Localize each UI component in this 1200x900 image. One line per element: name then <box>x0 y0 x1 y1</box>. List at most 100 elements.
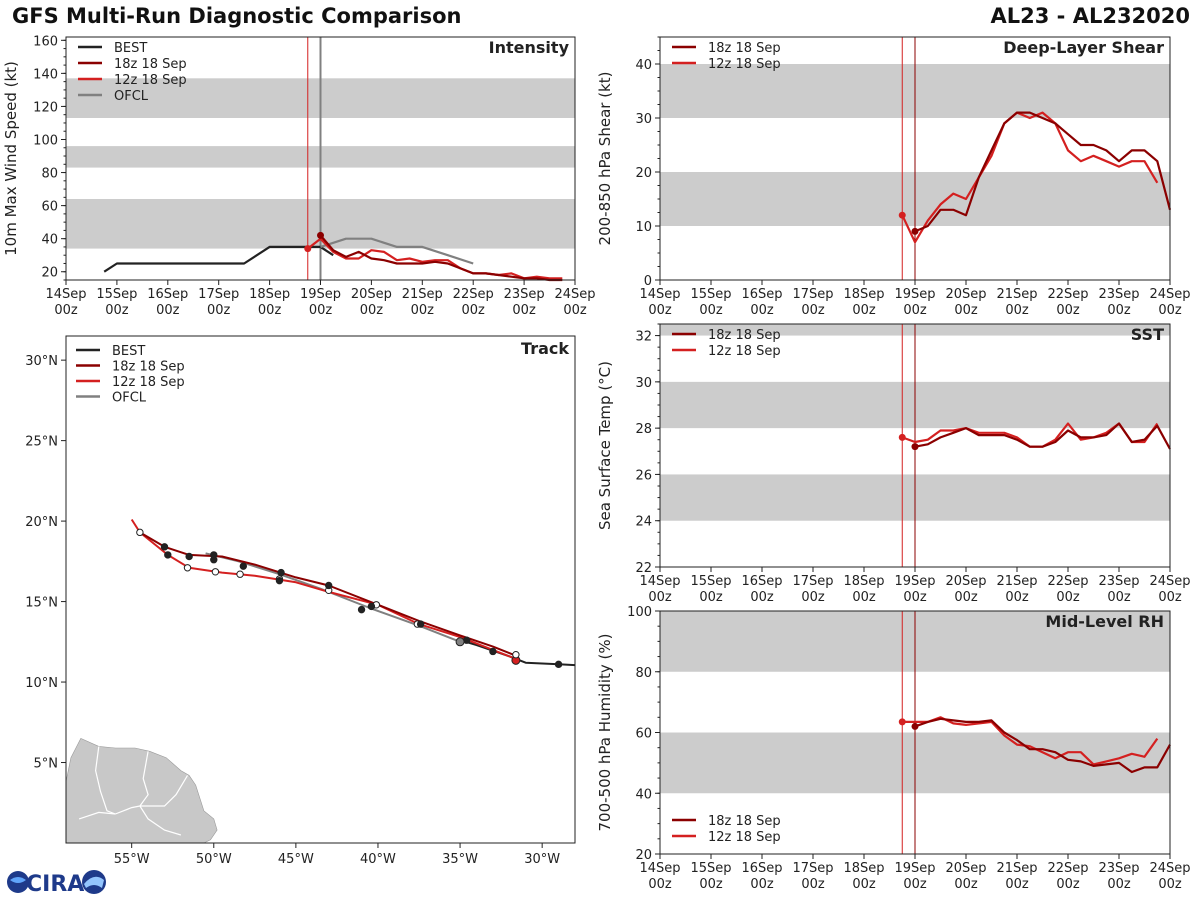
y-tick-label: 140 <box>33 67 58 82</box>
panel-title: Mid-Level RH <box>1045 612 1164 631</box>
x-tick-hour: 00z <box>1005 303 1029 318</box>
track-position-marker <box>183 564 192 572</box>
x-tick-hour: 00z <box>1158 303 1182 318</box>
x-tick-hour: 00z <box>207 303 231 318</box>
x-tick-day: 21Sep <box>402 287 443 302</box>
legend-label: 18z 18 Sep <box>708 41 781 56</box>
x-tick-day: 18Sep <box>843 861 884 876</box>
x-tick-hour: 00z <box>750 590 774 605</box>
series-start-marker <box>898 211 906 219</box>
track-position-marker <box>236 570 244 578</box>
track-position-marker <box>512 650 520 659</box>
x-tick-hour: 00z <box>903 590 927 605</box>
x-tick-hour: 00z <box>54 303 78 318</box>
track-position-marker <box>210 556 218 564</box>
x-tick-hour: 00z <box>105 303 129 318</box>
x-tick-day: 16Sep <box>741 574 782 589</box>
x-tick-day: 18Sep <box>249 287 290 302</box>
series-start-marker <box>911 722 919 730</box>
y-tick-label: 20 <box>635 848 652 863</box>
x-tick-day: 24Sep <box>1149 861 1190 876</box>
x-tick-day: 18Sep <box>843 574 884 589</box>
x-tick-label: 35°W <box>442 852 478 867</box>
x-tick-day: 14Sep <box>639 861 680 876</box>
x-tick-hour: 00z <box>1158 590 1182 605</box>
series-line-run12 <box>901 111 1159 244</box>
x-tick-hour: 00z <box>852 877 876 892</box>
legend-label: 12z 18 Sep <box>114 73 187 88</box>
logo-text: CIRA <box>26 872 84 897</box>
x-tick-day: 15Sep <box>690 287 731 302</box>
x-tick-hour: 00z <box>563 303 587 318</box>
y-tick-label: 15°N <box>25 596 58 611</box>
track-position-marker <box>275 576 284 585</box>
y-tick-label: 20°N <box>25 515 58 530</box>
series-line-run18 <box>914 111 1172 233</box>
series-start-marker <box>911 443 919 451</box>
x-tick-day: 20Sep <box>351 287 392 302</box>
legend-label: BEST <box>112 344 145 359</box>
y-tick-label: 160 <box>33 34 58 49</box>
x-tick-day: 23Sep <box>1098 861 1139 876</box>
x-tick-day: 17Sep <box>792 574 833 589</box>
track-position-marker <box>277 568 285 577</box>
series-start-marker <box>898 433 906 441</box>
x-tick-day: 24Sep <box>1149 287 1190 302</box>
x-tick-day: 23Sep <box>504 287 545 302</box>
x-tick-hour: 00z <box>462 303 486 318</box>
x-tick-hour: 00z <box>801 303 825 318</box>
y-tick-label: 24 <box>635 515 652 530</box>
country-border <box>139 805 182 836</box>
x-tick-day: 14Sep <box>45 287 86 302</box>
x-tick-hour: 00z <box>954 590 978 605</box>
x-tick-day: 17Sep <box>792 287 833 302</box>
y-tick-label: 100 <box>627 605 652 620</box>
legend-label: BEST <box>114 41 147 56</box>
x-tick-hour: 00z <box>852 590 876 605</box>
y-tick-label: 30 <box>635 376 652 391</box>
x-tick-hour: 00z <box>648 590 672 605</box>
series-line-ofcl <box>320 237 474 265</box>
x-tick-day: 22Sep <box>453 287 494 302</box>
track-position-marker <box>325 581 333 590</box>
cira-logo: CIRA <box>7 870 106 897</box>
series-start-marker <box>898 718 906 726</box>
y-tick-label: 5°N <box>34 757 59 772</box>
x-tick-label: 50°W <box>196 852 232 867</box>
y-tick-label: 22 <box>635 561 652 576</box>
y-axis-label: 700-500 hPa Humidity (%) <box>596 633 614 831</box>
x-tick-hour: 00z <box>801 877 825 892</box>
track-position-marker <box>160 543 169 551</box>
x-tick-hour: 00z <box>411 303 435 318</box>
x-tick-label: 45°W <box>278 852 314 867</box>
x-tick-day: 22Sep <box>1047 861 1088 876</box>
panel-title: SST <box>1131 325 1164 344</box>
x-tick-day: 15Sep <box>690 861 731 876</box>
y-tick-label: 20 <box>41 266 58 281</box>
x-tick-day: 21Sep <box>996 287 1037 302</box>
x-tick-day: 15Sep <box>96 287 137 302</box>
legend-label: OFCL <box>112 391 147 406</box>
x-tick-label: 30°W <box>524 852 560 867</box>
legend-label: OFCL <box>114 89 149 104</box>
x-tick-day: 19Sep <box>894 574 935 589</box>
track-position-marker <box>211 568 220 576</box>
y-axis-label: 10m Max Wind Speed (kt) <box>2 61 20 256</box>
legend-label: 12z 18 Sep <box>112 375 185 390</box>
y-tick-label: 32 <box>635 330 652 345</box>
x-tick-day: 18Sep <box>843 287 884 302</box>
x-tick-hour: 00z <box>1056 877 1080 892</box>
x-tick-day: 22Sep <box>1047 287 1088 302</box>
country-border <box>115 805 141 815</box>
track-position-marker <box>455 637 465 647</box>
x-tick-day: 20Sep <box>945 861 986 876</box>
x-tick-day: 20Sep <box>945 574 986 589</box>
x-tick-hour: 00z <box>954 303 978 318</box>
legend-label: 18z 18 Sep <box>114 57 187 72</box>
x-tick-hour: 00z <box>360 303 384 318</box>
x-tick-hour: 00z <box>156 303 180 318</box>
panel-title: Deep-Layer Shear <box>1003 38 1164 57</box>
page-title: GFS Multi-Run Diagnostic Comparison <box>12 4 462 28</box>
track-position-marker <box>367 602 376 611</box>
x-tick-hour: 00z <box>750 877 774 892</box>
